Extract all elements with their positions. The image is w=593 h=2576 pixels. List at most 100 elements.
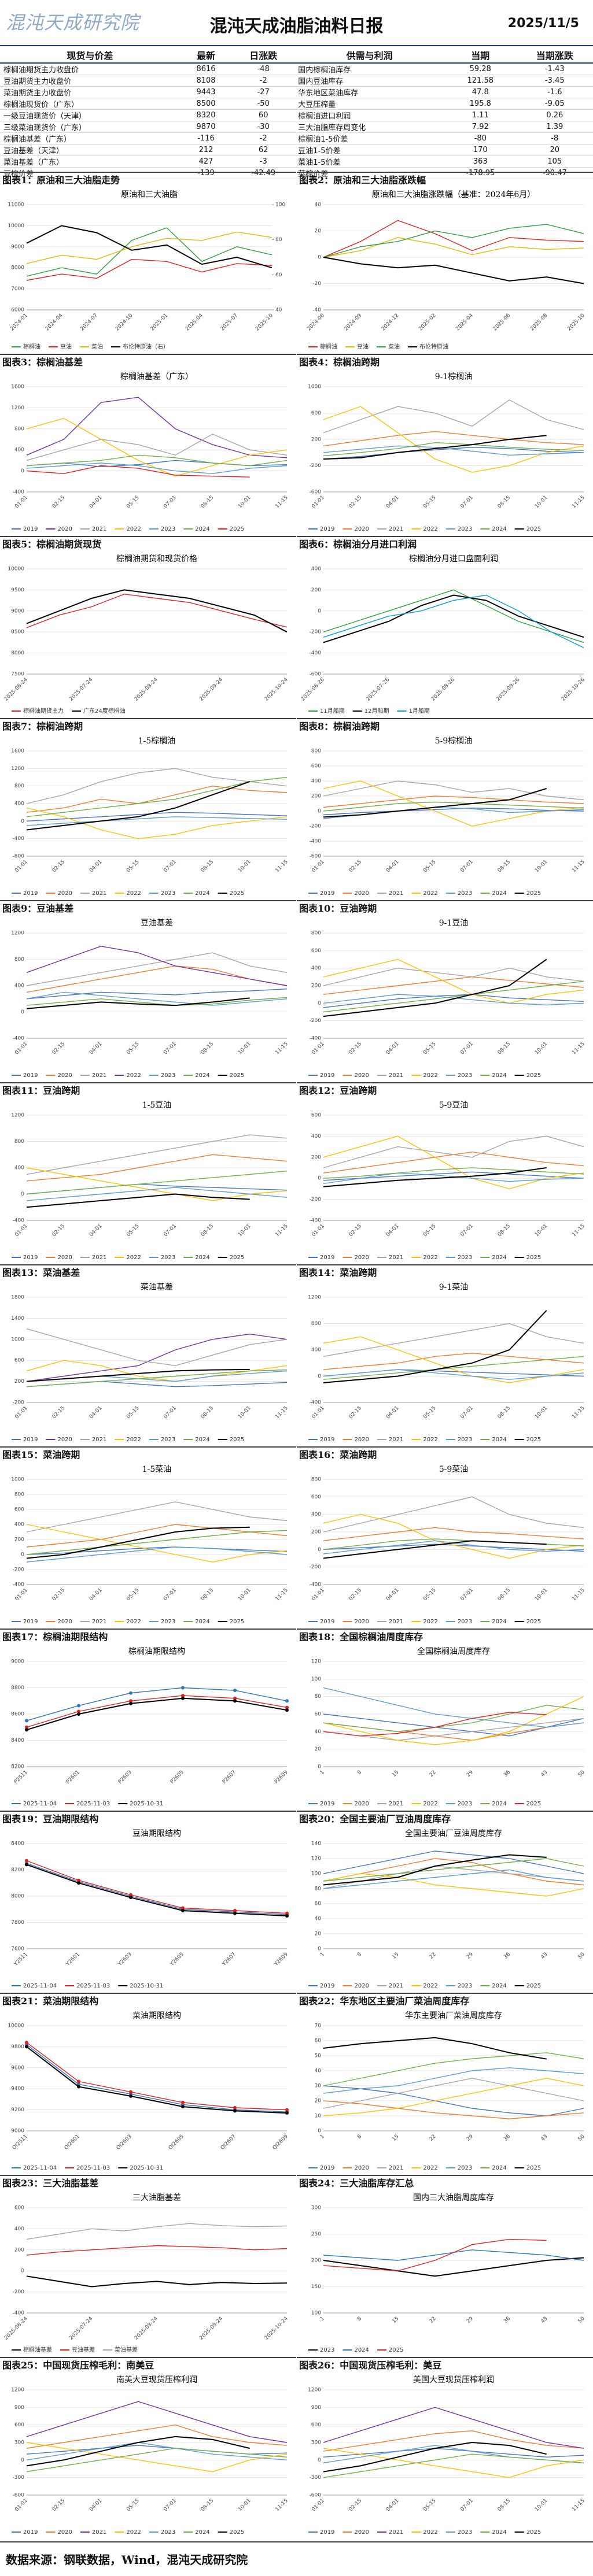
- legend-label: 2019: [320, 1254, 334, 1261]
- panel: 图表26：中国现货压榨毛利：美豆 美国大豆现货压榨利润 -600 -300 0 300 60…: [297, 2357, 593, 2539]
- legend-label: 2025: [526, 2165, 541, 2171]
- series-line: [323, 431, 584, 447]
- y-tick-label: 40: [315, 202, 322, 208]
- x-tick-label: 8: [356, 1952, 363, 1958]
- panel: 图表10：豆油跨期 9-1豆油 -400 -200 0 200 400 600 800 01-01…: [297, 900, 593, 1082]
- y-tick-label: 0: [318, 2457, 321, 2463]
- x-tick-label: 07-01: [163, 859, 178, 874]
- series-line: [323, 1712, 547, 1737]
- legend-label: 2021: [389, 2165, 403, 2171]
- y-tick-label: -40: [312, 308, 321, 313]
- table-cell: -27: [232, 86, 295, 98]
- series-line: [26, 812, 288, 821]
- legend-label: 2020: [354, 2529, 369, 2536]
- legend-label: 2025: [230, 890, 244, 897]
- y-tick-label: 200: [311, 437, 321, 443]
- point: [285, 1705, 289, 1709]
- series-line: [26, 965, 288, 993]
- x-tick-label: 2024-12: [381, 313, 400, 332]
- x-tick-label: 07-01: [459, 1587, 474, 1602]
- y-tick-label: 250: [311, 2231, 321, 2237]
- panel-label: 图表9：豆油基差: [0, 900, 296, 915]
- x-tick-label: OI2605: [168, 2134, 185, 2151]
- chart: 5-9菜油 -400 -200 0 200 400 600 800 01-01 02-15 04-0…: [308, 1465, 586, 1625]
- point: [233, 1911, 237, 1915]
- series-line: [323, 2052, 584, 2086]
- table-row: 棕榈油期货主力收盘价 8616 -48 国内棕榈油库存 59.28 -1.43: [0, 63, 593, 75]
- y-tick-label: -400: [13, 2311, 25, 2316]
- legend-label: 豆油基差: [72, 2346, 95, 2353]
- series-line: [26, 1368, 250, 1382]
- panel-label: 图表23：三大油脂基差: [0, 2175, 296, 2189]
- x-tick-label: 1: [319, 2134, 326, 2140]
- y-tick-label: 9800: [11, 2044, 24, 2050]
- table-cell: 195.8: [444, 98, 517, 110]
- y-tick-label: 0: [318, 255, 321, 261]
- series-line: [26, 2401, 288, 2443]
- series-line: [323, 1713, 584, 1737]
- legend-label: 2019: [23, 1437, 38, 1443]
- x-tick-label: 1: [319, 1952, 326, 1958]
- legend-label: 2022: [423, 2529, 437, 2536]
- x-tick-label: 05-15: [422, 1223, 437, 1238]
- y-tick-label: 10000: [8, 223, 24, 229]
- table-cell: 60: [232, 109, 295, 121]
- panel-label: 图表3：棕榈油基差: [0, 354, 296, 368]
- legend-label: 2025: [526, 1072, 541, 1079]
- y-tick-label: 0: [318, 1547, 321, 1553]
- legend-label: 2025: [389, 2347, 403, 2353]
- x-tick-label: Y2511: [13, 1952, 29, 1968]
- series-line: [26, 1863, 288, 1915]
- y-tick-label: 100: [311, 1676, 321, 1682]
- legend-label: 2020: [354, 1983, 369, 1989]
- legend-label: 棕榈油: [320, 343, 337, 350]
- series-line: [323, 1356, 584, 1380]
- logo: 混沌天成研究院: [6, 12, 140, 34]
- x-tick-label: 8: [356, 2316, 363, 2322]
- x-tick-label: Y2603: [117, 1952, 133, 1968]
- x-tick-label: 10-01: [534, 1587, 549, 1602]
- series-line: [323, 1869, 584, 1889]
- y-tick-label: -400: [13, 1036, 25, 1042]
- chart-title: 5-9豆油: [439, 1101, 469, 1110]
- legend-label: 2025: [230, 1619, 244, 1625]
- series-line: [26, 225, 272, 269]
- legend-label: 2025: [230, 2529, 244, 2536]
- y-tick-label: 600: [14, 2205, 24, 2211]
- legend-label: 2023: [458, 1437, 472, 1443]
- x-tick-label: OI2603: [116, 2134, 133, 2151]
- chart-title: 1-5棕榈油: [138, 736, 176, 746]
- x-tick-label: 10-01: [534, 1223, 549, 1238]
- y-tick-label: 1600: [11, 384, 24, 390]
- x-tick-label: OI2607: [220, 2134, 237, 2151]
- panel-label: 图表10：豆油跨期: [297, 900, 593, 915]
- x-tick-label: 05-15: [422, 1405, 437, 1420]
- series-line: [323, 445, 584, 456]
- chart-title: 9-1菜油: [439, 1283, 469, 1292]
- series-line: [26, 454, 288, 467]
- x-tick-label: 01-01: [311, 495, 326, 510]
- chart: 菜油基差 -200 200 600 1000 1400 1800 01-01 02-15 04-0…: [11, 1282, 289, 1443]
- x-tick-label: 2025-06: [492, 313, 512, 332]
- x-tick-label: 10-01: [534, 1041, 549, 1056]
- table-cell: -50: [232, 98, 295, 110]
- y-tick-label: -200: [13, 1567, 25, 1573]
- table-cell: -90.47: [516, 167, 593, 179]
- point: [129, 1896, 132, 1900]
- table-cell: 8500: [179, 98, 233, 110]
- series-line: [323, 1696, 584, 1745]
- y-tick-label: 40: [315, 2068, 322, 2074]
- legend-label: 2023: [458, 890, 472, 897]
- table-cell: 棕榈油现货价（广东）: [0, 98, 180, 110]
- y-tick-label: -400: [13, 1582, 25, 1588]
- legend-label: 布伦特原油: [419, 343, 448, 350]
- chart-title: 棕榈油基差（广东）: [120, 372, 193, 382]
- chart: 原油和三大油脂涨跌幅（基准：2024年6月） -40 -20 0 20 40 2024-06…: [306, 190, 586, 350]
- panel: 图表6：棕榈油分月进口利润 棕榈油分月进口盘面利润 -600 -400 -200 0 200…: [297, 536, 593, 718]
- series-line: [26, 1687, 288, 1722]
- x-tick-label: 05-15: [126, 1587, 141, 1602]
- legend-label: 菜油: [388, 343, 400, 350]
- table-cell: -3: [232, 156, 295, 168]
- chart-title: 1-5菜油: [142, 1465, 172, 1474]
- summary-table-wrap: 现货与价差 最新 日涨跌 供需与利润 当期 当期涨跌 棕榈油期货主力收盘价 8616 -48 国内…: [0, 47, 593, 179]
